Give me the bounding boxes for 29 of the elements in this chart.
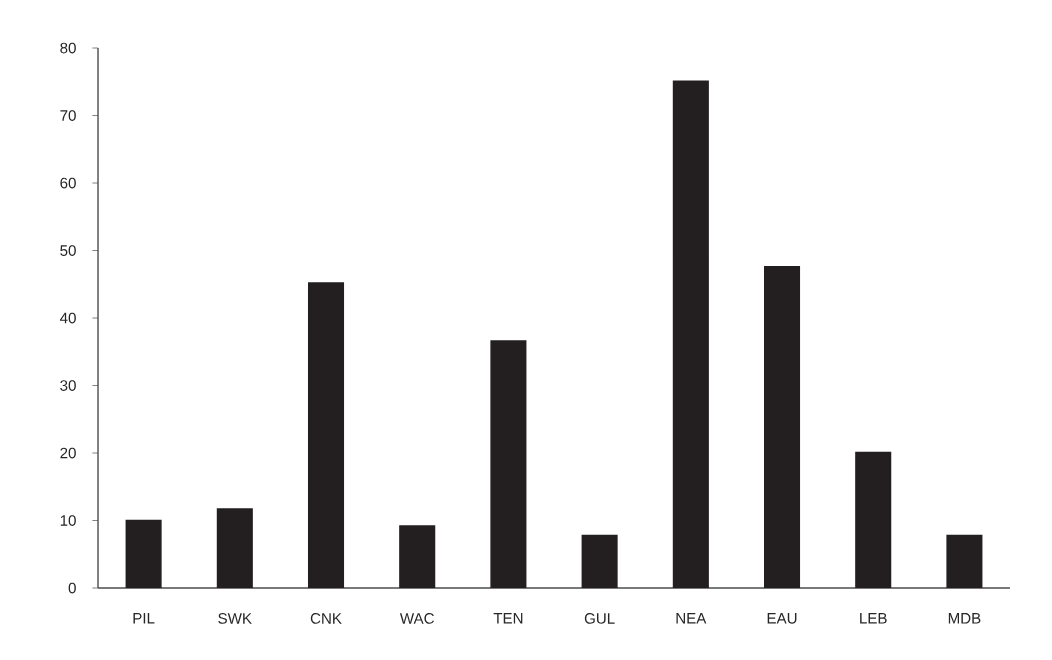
y-tick-label: 60 [60,177,76,189]
bar [763,266,801,589]
x-tick-label: SWK [218,613,252,624]
y-tick-label: 50 [60,245,76,256]
x-tick-label: PIL [133,613,155,624]
y-tick-label: 40 [59,312,76,324]
y-tick-label: 0 [68,582,76,594]
x-tick-label: MDB [948,613,981,624]
y-tick-label: 80 [60,42,76,54]
x-tick-label: EAU [767,613,797,624]
x-tick-label: CNK [310,613,342,624]
bar [581,534,618,589]
bar [672,80,709,589]
x-tick-label: NEA [676,613,707,624]
bar [307,282,345,589]
x-tick-label: GUL [584,613,615,624]
bar [216,508,253,589]
bar [490,340,527,589]
y-tick-label: 30 [60,380,76,391]
y-tick-label: 20 [60,447,76,459]
bar [399,525,436,589]
x-tick-label: LEB [860,613,887,624]
y-tick-label: 70 [60,110,76,121]
x-tick-label: TEN [493,613,523,624]
y-tick-label: 10 [60,515,76,526]
x-tick-label: WAC [399,613,434,624]
bar [125,519,162,589]
bar [946,534,983,589]
bar [855,451,892,589]
